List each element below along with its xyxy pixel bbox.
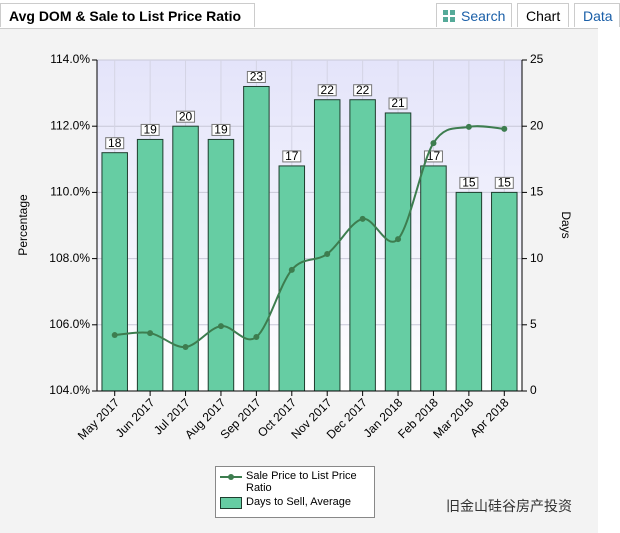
legend-symbol: [220, 497, 242, 509]
legend-item: Sale Price to List Price Ratio: [220, 470, 370, 494]
value-label: 19: [214, 123, 228, 137]
value-label-box: [459, 176, 479, 189]
value-label: 20: [179, 109, 193, 123]
y-tick-label: 110.0%: [50, 185, 90, 199]
y2-axis-title: Days: [559, 211, 573, 238]
legend-label: Sale Price to List Price Ratio: [246, 470, 357, 494]
data-tab[interactable]: Data: [574, 3, 620, 27]
value-label: 17: [285, 149, 299, 163]
y-tick-label: 104.0%: [49, 383, 90, 397]
bar: [136, 138, 164, 392]
line-marker: [430, 140, 437, 147]
y2-tick-label: 0: [530, 383, 537, 397]
line-marker: [253, 334, 260, 341]
value-label-box: [211, 123, 231, 136]
value-label-box: [317, 84, 337, 97]
legend: Sale Price to List Price Ratio Days to Se…: [215, 466, 375, 518]
search-icon: [443, 10, 455, 22]
legend-item: Days to Sell, Average: [220, 496, 370, 509]
y-tick-label: 106.0%: [49, 317, 90, 331]
bar: [278, 165, 306, 392]
value-label: 18: [108, 136, 122, 150]
line-marker: [111, 332, 118, 339]
watermark: 旧金山硅谷房产投资: [446, 499, 572, 515]
value-label-box: [105, 137, 125, 150]
y-tick-label: 108.0%: [49, 251, 90, 265]
y2-tick-label: 5: [530, 317, 537, 331]
bar: [243, 85, 270, 392]
value-label: 15: [498, 176, 512, 190]
bar: [420, 165, 447, 392]
search-tab[interactable]: Search: [436, 3, 512, 27]
value-label-box: [388, 97, 408, 110]
y2-tick-label: 20: [530, 118, 544, 132]
line-marker: [359, 215, 366, 222]
value-label-box: [494, 176, 514, 189]
value-label-box: [246, 70, 266, 83]
value-label: 15: [462, 176, 476, 190]
value-label-box: [282, 150, 302, 163]
line-marker: [147, 330, 154, 337]
bar: [384, 112, 412, 392]
line-marker: [324, 250, 331, 257]
value-label: 17: [427, 149, 441, 163]
line-marker: [465, 123, 472, 130]
bar: [491, 191, 518, 392]
value-label-box: [423, 150, 443, 163]
panel-title: Avg DOM & Sale to List Price Ratio: [0, 3, 255, 27]
line-marker: [501, 125, 508, 132]
bar: [172, 125, 199, 392]
x-tick-label: May 2017: [75, 395, 122, 442]
y-tick-label: 112.0%: [50, 118, 90, 132]
value-label-box: [140, 123, 160, 136]
chart-tab[interactable]: Chart: [517, 3, 569, 27]
line-marker: [182, 343, 189, 350]
bar: [349, 99, 376, 392]
line-marker: [217, 323, 224, 330]
value-label: 22: [356, 83, 370, 97]
bar: [455, 191, 483, 392]
y-tick-label: 114.0%: [50, 52, 90, 66]
y2-tick-label: 15: [530, 185, 544, 199]
bar: [101, 152, 128, 392]
legend-symbol: [220, 471, 242, 483]
value-label-box: [353, 84, 373, 97]
tab-label: Search: [461, 8, 506, 24]
y2-tick-label: 10: [530, 251, 544, 265]
value-label: 19: [143, 123, 157, 137]
plot-area: [97, 60, 522, 391]
legend-label: Days to Sell, Average: [246, 496, 351, 508]
x-tick-label: Jun 2017: [113, 395, 158, 440]
value-label: 23: [250, 70, 264, 84]
x-tick-label: Apr 2018: [467, 395, 512, 440]
line-marker: [288, 266, 295, 273]
value-label: 21: [391, 96, 405, 110]
value-label-box: [176, 110, 196, 123]
value-label: 22: [321, 83, 335, 97]
y2-tick-label: 25: [530, 52, 544, 66]
line-marker: [395, 236, 402, 243]
bar: [207, 138, 235, 392]
y-axis-title: Percentage: [16, 194, 30, 256]
